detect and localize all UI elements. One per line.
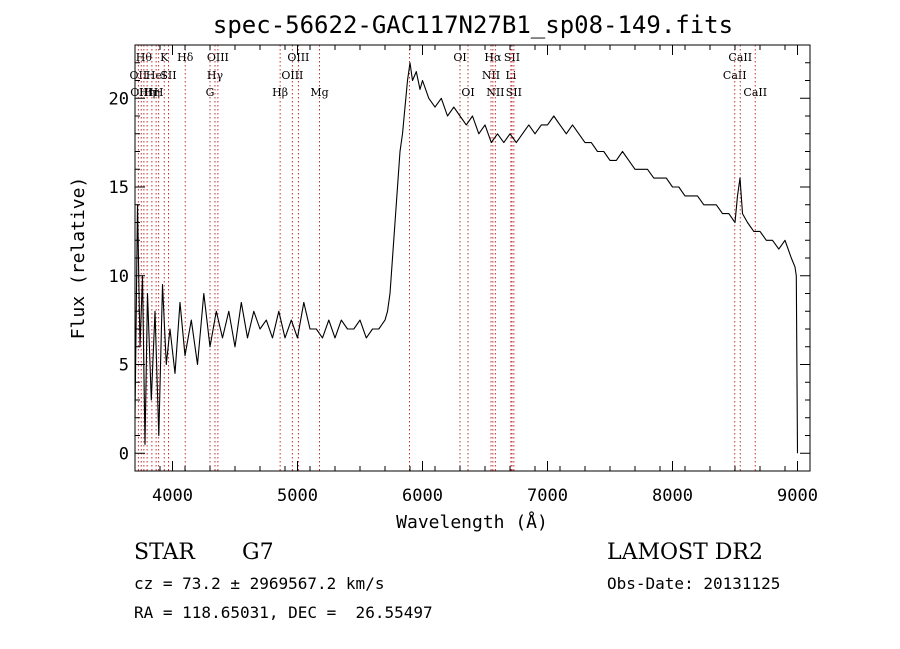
line-marker-label-23: Li — [505, 69, 516, 82]
line-marker-label-24: SII — [504, 51, 520, 64]
y-tick-label: 5 — [119, 356, 129, 376]
line-marker-label-21: Hα — [484, 51, 502, 64]
y-tick-label: 15 — [109, 178, 129, 198]
line-marker-label-18: OI — [453, 51, 466, 64]
spectrum-line — [134, 62, 799, 454]
x-tick-label: 4000 — [152, 486, 193, 506]
line-marker-label-22: NII — [486, 86, 504, 99]
line-marker-label-10: G — [206, 86, 215, 99]
line-marker-label-11: Hγ — [207, 69, 224, 82]
line-marker-label-25: SII — [506, 86, 522, 99]
line-marker-label-7: K — [160, 51, 169, 64]
line-marker-label-15: OIII — [287, 51, 309, 64]
survey-name: LAMOST DR2 — [607, 540, 763, 565]
line-marker-label-13: Hβ — [272, 86, 288, 99]
line-marker-label-2: Hθ — [136, 51, 153, 64]
line-marker-label-8: SII — [160, 69, 176, 82]
y-tick-label: 10 — [109, 267, 129, 287]
line-marker-label-9: Hδ — [177, 51, 194, 64]
spectrum-layer — [134, 62, 799, 454]
axis-ticks: 4000 5000 6000 7000 8000 9000 0 5 10 15 20 — [109, 44, 818, 506]
line-marker-label-20: NII — [482, 69, 500, 82]
line-marker-label-5: HeI — [146, 69, 166, 82]
x-tick-label: 6000 — [402, 486, 443, 506]
plot-frame — [134, 44, 811, 472]
spectrum-chart: spec-56622-GAC117N27B1_sp08-149.fits OII… — [68, 11, 818, 533]
x-tick-label: 8000 — [652, 486, 693, 506]
object-class: STAR — [134, 540, 195, 565]
observation-date: Obs-Date: 20131125 — [607, 574, 781, 593]
x-tick-label: 5000 — [277, 486, 318, 506]
line-marker-label-16: Mg — [310, 86, 328, 99]
chart-title: spec-56622-GAC117N27B1_sp08-149.fits — [213, 11, 733, 39]
line-marker-label-0: OII — [130, 69, 148, 82]
coordinates-line: RA = 118.65031, DEC = 26.55497 — [134, 603, 433, 622]
x-tick-label: 7000 — [527, 486, 568, 506]
line-marker-label-14: OIII — [281, 69, 303, 82]
y-tick-label: 0 — [119, 444, 129, 464]
redshift-line: cz = 73.2 ± 2969567.2 km/s — [134, 574, 385, 593]
line-marker-label-6: H — [154, 86, 164, 99]
object-subclass: G7 — [242, 540, 274, 565]
y-axis-label: Flux (relative) — [68, 177, 89, 340]
line-marker-layer: OIIOIIIHθHηHηHeIHKSIIHδGHγOIIIHβOIIIOIII… — [130, 45, 767, 471]
line-marker-label-26: CaII — [723, 69, 747, 82]
line-marker-label-27: CaII — [728, 51, 752, 64]
line-marker-label-19: OI — [461, 86, 474, 99]
x-tick-label: 9000 — [777, 486, 818, 506]
line-marker-label-12: OIII — [207, 51, 229, 64]
y-tick-label: 20 — [109, 89, 129, 109]
line-marker-label-28: CaII — [743, 86, 767, 99]
line-marker-label-3: Hη — [139, 86, 155, 99]
x-axis-label: Wavelength (Å) — [396, 511, 548, 533]
